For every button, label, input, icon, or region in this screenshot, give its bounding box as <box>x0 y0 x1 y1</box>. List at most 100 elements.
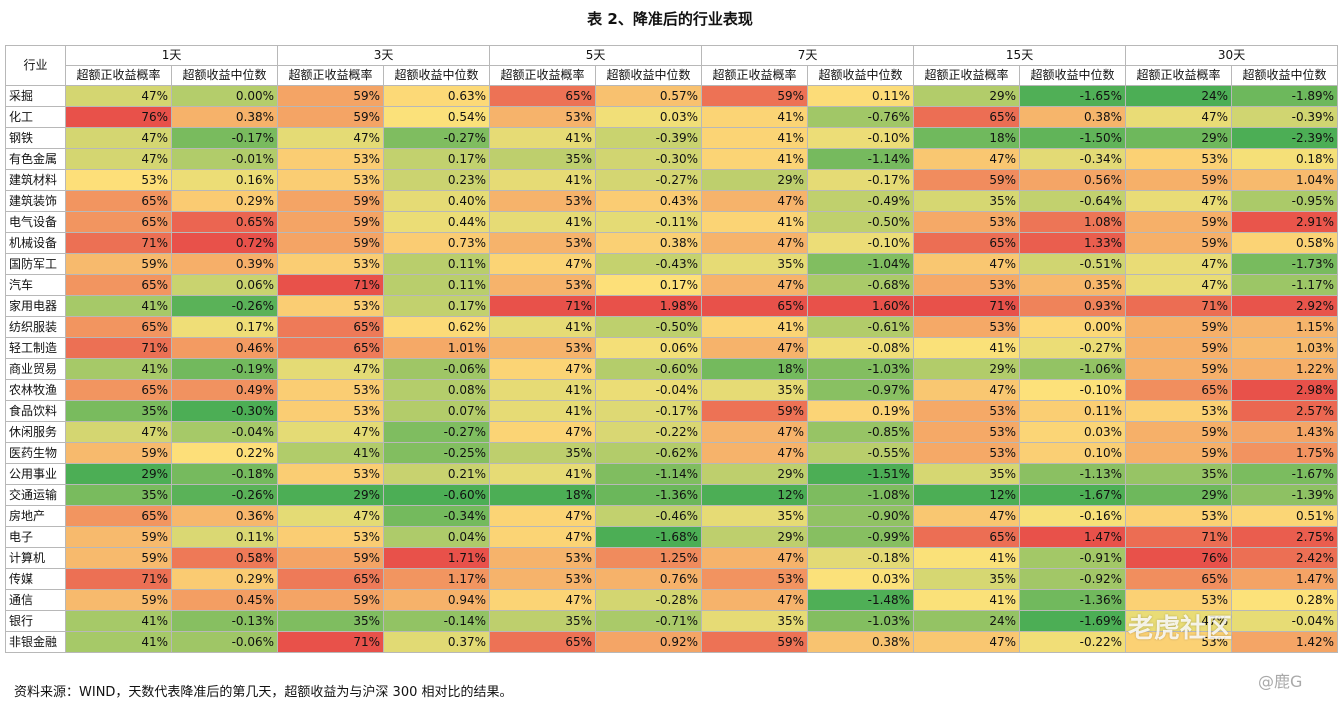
prob-cell: 47% <box>489 253 597 275</box>
prob-cell: 53% <box>277 295 385 317</box>
median-cell: 0.35% <box>1019 274 1127 296</box>
median-cell: -0.39% <box>1231 106 1339 128</box>
median-cell: 0.17% <box>595 274 703 296</box>
industry-name: 建筑装饰 <box>5 190 66 212</box>
median-cell: 0.76% <box>595 568 703 590</box>
prob-cell: 53% <box>1125 505 1233 527</box>
industry-name: 商业贸易 <box>5 358 66 380</box>
prob-cell: 41% <box>913 589 1021 611</box>
period-header: 1天 <box>64 45 279 66</box>
prob-cell: 59% <box>1125 316 1233 338</box>
median-cell: 0.46% <box>170 337 279 359</box>
prob-cell: 65% <box>489 85 597 107</box>
median-cell: 0.18% <box>1231 148 1339 170</box>
prob-cell: 59% <box>1125 169 1233 191</box>
prob-header: 超额正收益概率 <box>277 65 385 86</box>
industry-name: 化工 <box>5 106 66 128</box>
median-cell: 0.03% <box>807 568 915 590</box>
industry-name: 公用事业 <box>5 463 66 485</box>
median-cell: -0.27% <box>595 169 703 191</box>
prob-cell: 59% <box>1125 358 1233 380</box>
prob-cell: 53% <box>913 421 1021 443</box>
median-cell: 0.40% <box>383 190 491 212</box>
prob-cell: 59% <box>277 106 385 128</box>
median-cell: -0.64% <box>1019 190 1127 212</box>
industry-name: 交通运输 <box>5 484 66 506</box>
median-cell: 2.75% <box>1231 526 1339 548</box>
prob-cell: 41% <box>489 379 597 401</box>
median-cell: -0.10% <box>1019 379 1127 401</box>
prob-cell: 47% <box>913 505 1021 527</box>
prob-cell: 41% <box>489 400 597 422</box>
prob-cell: 71% <box>913 295 1021 317</box>
prob-cell: 53% <box>489 232 597 254</box>
median-cell: -0.34% <box>383 505 491 527</box>
table-title: 表 2、降准后的行业表现 <box>587 10 753 28</box>
median-cell: 1.75% <box>1231 442 1339 464</box>
median-cell: -0.92% <box>1019 568 1127 590</box>
prob-header: 超额正收益概率 <box>913 65 1021 86</box>
prob-cell: 53% <box>913 274 1021 296</box>
prob-cell: 65% <box>701 295 809 317</box>
prob-cell: 47% <box>1125 274 1233 296</box>
prob-cell: 35% <box>913 463 1021 485</box>
industry-name: 轻工制造 <box>5 337 66 359</box>
median-header: 超额收益中位数 <box>170 65 279 86</box>
median-cell: 0.36% <box>170 505 279 527</box>
median-cell: -0.91% <box>1019 547 1127 569</box>
median-cell: -0.76% <box>807 106 915 128</box>
prob-cell: 65% <box>1125 379 1233 401</box>
prob-cell: 41% <box>913 337 1021 359</box>
industry-name: 国防军工 <box>5 253 66 275</box>
prob-cell: 65% <box>489 631 597 653</box>
median-cell: -0.26% <box>170 295 279 317</box>
industry-name: 纺织服装 <box>5 316 66 338</box>
industry-name: 电气设备 <box>5 211 66 233</box>
median-cell: 1.47% <box>1231 568 1339 590</box>
median-cell: -1.36% <box>595 484 703 506</box>
prob-cell: 71% <box>65 232 172 254</box>
prob-cell: 47% <box>913 631 1021 653</box>
median-cell: 0.28% <box>1231 589 1339 611</box>
median-cell: -0.27% <box>383 421 491 443</box>
industry-name: 计算机 <box>5 547 66 569</box>
median-cell: 0.57% <box>595 85 703 107</box>
prob-cell: 41% <box>65 610 172 632</box>
prob-cell: 53% <box>65 169 172 191</box>
prob-cell: 59% <box>1125 232 1233 254</box>
industry-name: 建筑材料 <box>5 169 66 191</box>
prob-cell: 24% <box>1125 85 1233 107</box>
median-cell: -0.60% <box>383 484 491 506</box>
prob-cell: 12% <box>913 484 1021 506</box>
prob-cell: 59% <box>1125 337 1233 359</box>
prob-cell: 29% <box>277 484 385 506</box>
median-header: 超额收益中位数 <box>595 65 703 86</box>
median-cell: 0.65% <box>170 211 279 233</box>
median-cell: 0.22% <box>170 442 279 464</box>
industry-name: 电子 <box>5 526 66 548</box>
median-cell: 0.38% <box>807 631 915 653</box>
prob-cell: 41% <box>277 442 385 464</box>
median-cell: 1.47% <box>1019 526 1127 548</box>
median-cell: -0.13% <box>170 610 279 632</box>
prob-cell: 53% <box>277 463 385 485</box>
prob-cell: 47% <box>1125 190 1233 212</box>
median-cell: -0.97% <box>807 379 915 401</box>
median-cell: 2.42% <box>1231 547 1339 569</box>
median-cell: 1.17% <box>383 568 491 590</box>
table-row: 采掘 47% 0.00% 59% 0.63% 65% 0.57% 59% 0.11% 29% -1.… <box>5 85 1339 107</box>
prob-cell: 76% <box>1125 547 1233 569</box>
prob-cell: 41% <box>701 211 809 233</box>
industry-name: 机械设备 <box>5 232 66 254</box>
prob-cell: 53% <box>489 568 597 590</box>
prob-cell: 59% <box>701 400 809 422</box>
prob-header: 超额正收益概率 <box>65 65 172 86</box>
industry-name: 家用电器 <box>5 295 66 317</box>
prob-cell: 65% <box>65 274 172 296</box>
prob-cell: 53% <box>277 169 385 191</box>
median-cell: -0.06% <box>170 631 279 653</box>
prob-cell: 47% <box>701 442 809 464</box>
median-cell: -0.28% <box>595 589 703 611</box>
median-cell: 0.04% <box>383 526 491 548</box>
median-cell: -2.39% <box>1231 127 1339 149</box>
